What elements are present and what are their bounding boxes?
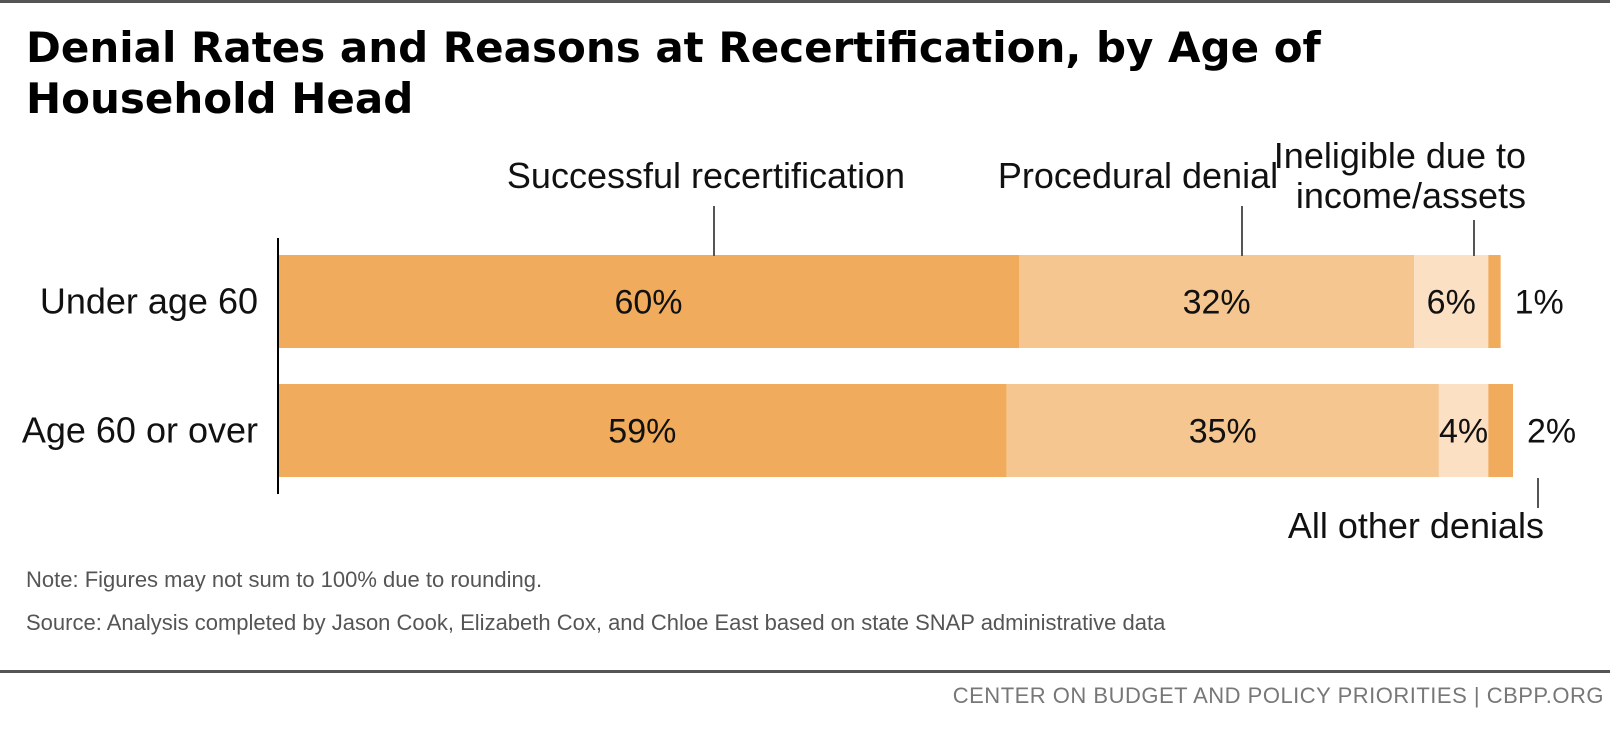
bar-segment [1488, 384, 1513, 477]
data-label: 2% [1527, 413, 1576, 451]
chart-title: Denial Rates and Reasons at Recertificat… [26, 23, 1321, 123]
stacked-bar-chart: Under age 60 60% 32% 6% 1% Age 60 or over 59% 3… [22, 135, 1576, 546]
callout-label: Procedural denial [998, 155, 1278, 196]
callout-label: Ineligible due to [1274, 135, 1526, 176]
category-label: Under age 60 [40, 281, 258, 322]
category-label: Age 60 or over [22, 410, 258, 451]
data-label: 32% [1183, 284, 1251, 322]
bar-segment [278, 384, 1007, 477]
bottom-rule [0, 670, 1610, 673]
callout-label: All other denials [1288, 505, 1544, 546]
bar-segment [1414, 255, 1489, 348]
data-label: 1% [1515, 284, 1564, 322]
top-rule [0, 0, 1610, 3]
data-label: 60% [614, 284, 682, 322]
bar-segment [1006, 384, 1439, 477]
data-label: 59% [608, 413, 676, 451]
data-label: 6% [1427, 284, 1476, 322]
bar-segment [1488, 255, 1501, 348]
bar-segment [1438, 384, 1489, 477]
callout-label: income/assets [1296, 175, 1526, 216]
callout-label: Successful recertification [507, 155, 905, 196]
data-label: 4% [1439, 413, 1488, 451]
bar-segment [1019, 255, 1415, 348]
source-text: Source: Analysis completed by Jason Cook… [26, 610, 1166, 635]
note-text: Note: Figures may not sum to 100% due to… [26, 567, 543, 592]
data-label: 35% [1189, 413, 1257, 451]
organization-credit: CENTER ON BUDGET AND POLICY PRIORITIES |… [952, 683, 1604, 708]
bar-segment [278, 255, 1019, 348]
